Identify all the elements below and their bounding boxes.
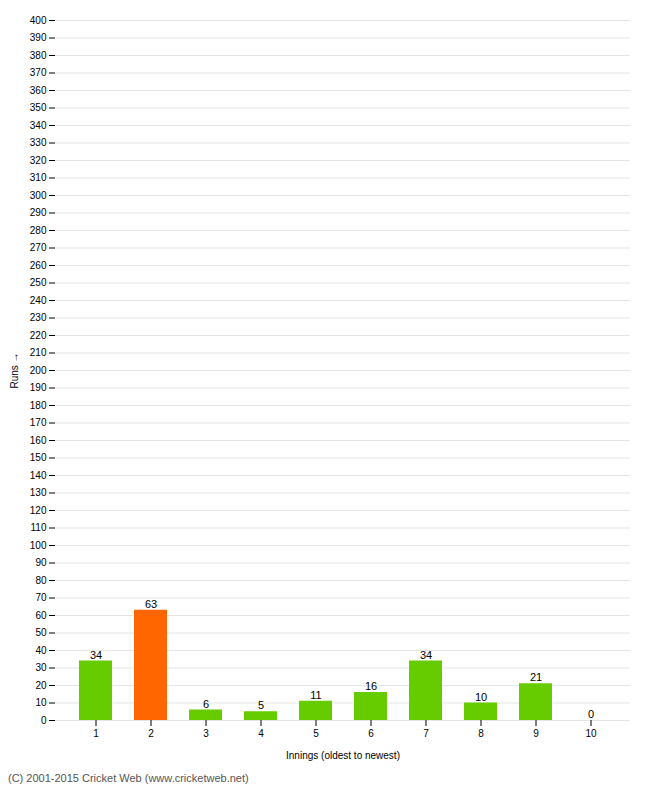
svg-text:1: 1 xyxy=(93,728,99,739)
svg-text:30: 30 xyxy=(35,662,47,673)
svg-text:290: 290 xyxy=(30,207,47,218)
svg-text:Innings (oldest to newest): Innings (oldest to newest) xyxy=(286,750,400,761)
svg-text:190: 190 xyxy=(30,382,47,393)
svg-text:270: 270 xyxy=(30,242,47,253)
svg-text:200: 200 xyxy=(30,365,47,376)
svg-text:210: 210 xyxy=(30,347,47,358)
svg-text:0: 0 xyxy=(41,715,47,726)
svg-text:300: 300 xyxy=(30,190,47,201)
svg-text:11: 11 xyxy=(310,689,321,701)
svg-text:5: 5 xyxy=(258,699,264,711)
svg-text:4: 4 xyxy=(258,728,264,739)
svg-text:340: 340 xyxy=(30,120,47,131)
svg-text:63: 63 xyxy=(145,598,157,610)
svg-text:50: 50 xyxy=(35,627,47,638)
svg-text:21: 21 xyxy=(530,671,542,683)
svg-text:180: 180 xyxy=(30,400,47,411)
svg-text:60: 60 xyxy=(35,610,47,621)
svg-text:400: 400 xyxy=(30,15,47,26)
svg-text:320: 320 xyxy=(30,155,47,166)
svg-text:310: 310 xyxy=(30,172,47,183)
svg-text:20: 20 xyxy=(35,680,47,691)
svg-text:10: 10 xyxy=(585,728,597,739)
svg-text:100: 100 xyxy=(30,540,47,551)
svg-text:7: 7 xyxy=(423,728,429,739)
svg-text:10: 10 xyxy=(475,691,487,703)
svg-text:10: 10 xyxy=(35,697,47,708)
svg-text:34: 34 xyxy=(90,649,102,661)
svg-text:16: 16 xyxy=(365,680,377,692)
svg-text:6: 6 xyxy=(203,698,209,710)
svg-text:2: 2 xyxy=(148,728,154,739)
svg-text:280: 280 xyxy=(30,225,47,236)
svg-text:360: 360 xyxy=(30,85,47,96)
svg-text:3: 3 xyxy=(203,728,209,739)
svg-text:150: 150 xyxy=(30,452,47,463)
svg-text:330: 330 xyxy=(30,137,47,148)
svg-text:220: 220 xyxy=(30,330,47,341)
svg-text:40: 40 xyxy=(35,645,47,656)
svg-text:120: 120 xyxy=(30,505,47,516)
svg-text:34: 34 xyxy=(420,649,432,661)
svg-text:80: 80 xyxy=(35,575,47,586)
svg-text:90: 90 xyxy=(35,557,47,568)
svg-text:6: 6 xyxy=(368,728,374,739)
svg-text:240: 240 xyxy=(30,295,47,306)
svg-text:8: 8 xyxy=(478,728,484,739)
svg-text:380: 380 xyxy=(30,50,47,61)
svg-text:5: 5 xyxy=(313,728,319,739)
svg-text:110: 110 xyxy=(31,522,47,533)
svg-text:370: 370 xyxy=(30,67,47,78)
svg-text:390: 390 xyxy=(30,32,47,43)
svg-text:0: 0 xyxy=(588,708,594,720)
svg-text:9: 9 xyxy=(533,728,539,739)
svg-text:350: 350 xyxy=(30,102,47,113)
svg-text:130: 130 xyxy=(30,487,47,498)
svg-text:Runs →: Runs → xyxy=(9,352,20,388)
svg-text:70: 70 xyxy=(35,592,47,603)
svg-text:170: 170 xyxy=(30,417,47,428)
svg-text:140: 140 xyxy=(30,470,47,481)
svg-text:160: 160 xyxy=(30,435,47,446)
svg-text:230: 230 xyxy=(30,312,47,323)
svg-text:250: 250 xyxy=(30,277,47,288)
html-text:(C) 2001-2015 Cricket Web (www: (C) 2001-2015 Cricket Web (www.cricketwe… xyxy=(8,772,249,784)
svg-text:260: 260 xyxy=(30,260,47,271)
